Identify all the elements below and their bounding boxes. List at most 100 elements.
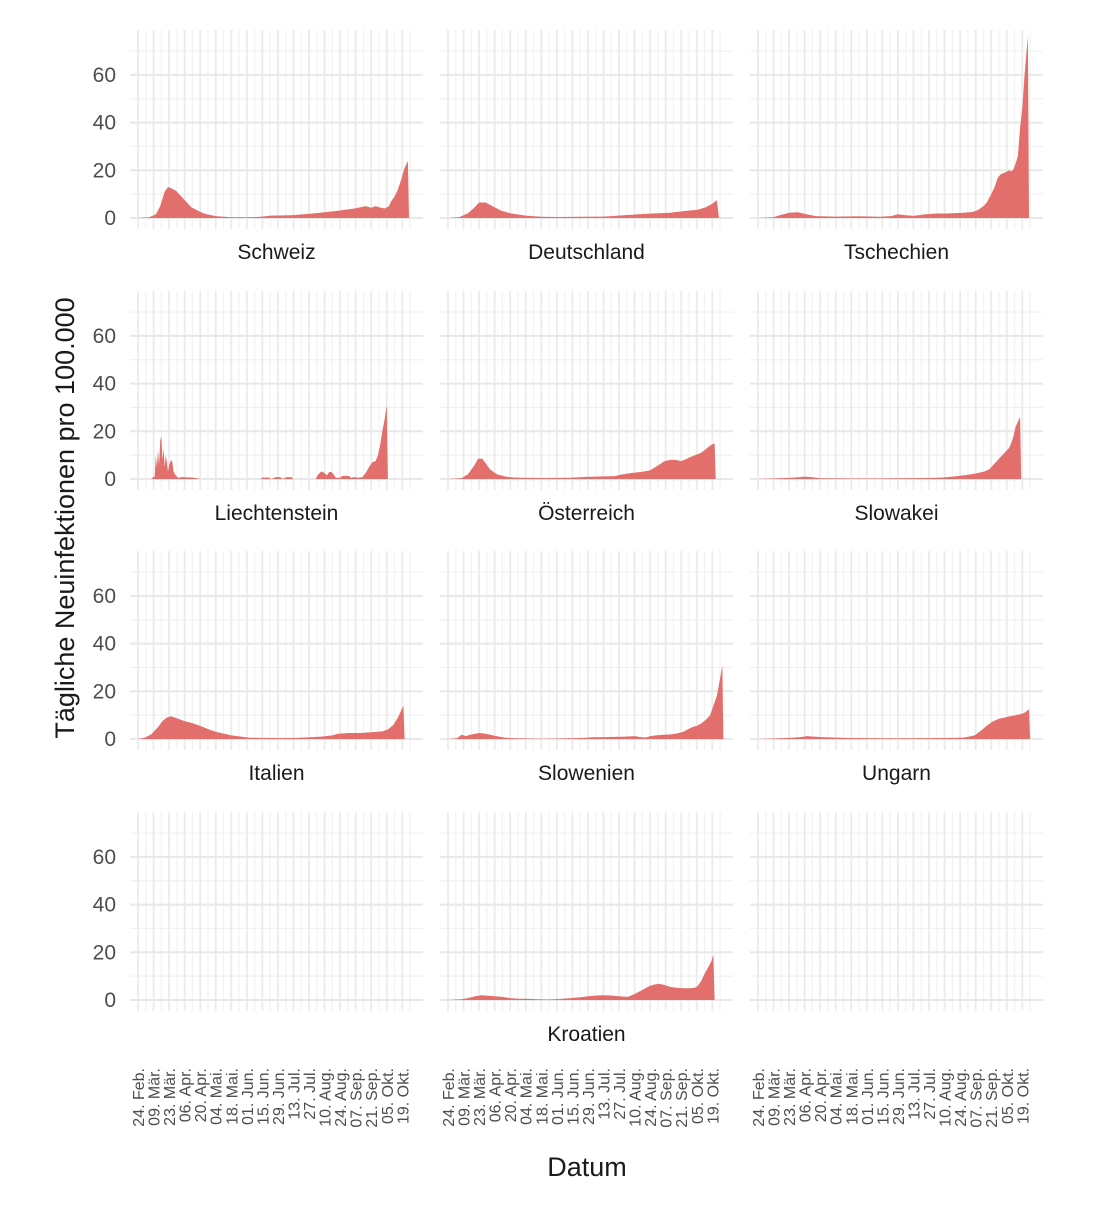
x-tick-label: 15. Jun. [565, 1068, 582, 1125]
x-tick-label: 18. Mai. [224, 1068, 241, 1125]
x-tick-label: 04. Mai. [519, 1068, 536, 1125]
x-tick-label: 07. Sep. [969, 1068, 986, 1128]
panel-ungarn: Ungarn [750, 551, 1043, 785]
y-tick-label: 60 [93, 64, 116, 87]
x-tick-label: 21. Sep. [364, 1068, 381, 1128]
x-tick-label: 09. Mär. [147, 1068, 164, 1126]
y-tick-label: 0 [104, 207, 116, 230]
y-axis-label: Tägliche Neuinfektionen pro 100.000 [50, 297, 80, 738]
x-tick-label: 21. Sep. [674, 1068, 691, 1128]
x-tick-label: 05. Okt. [690, 1068, 707, 1124]
panel-empty-11 [750, 812, 1043, 1011]
x-tick-label: 15. Jun. [255, 1068, 272, 1125]
x-tick-label: 18. Mai. [534, 1068, 551, 1125]
x-tick-label: 01. Jun. [240, 1068, 257, 1125]
x-tick-label: 23. Mär. [472, 1068, 489, 1126]
x-tick-label: 20. Apr. [193, 1068, 210, 1122]
x-tick-label: 07. Sep. [349, 1068, 366, 1128]
x-tick-label: 06. Apr. [488, 1068, 505, 1122]
x-tick-label: 04. Mai. [209, 1068, 226, 1125]
x-tick-label: 04. Mai. [829, 1068, 846, 1125]
panel-schweiz: Schweiz [130, 30, 423, 264]
x-tick-label: 13. Jul. [906, 1068, 923, 1120]
x-tick-label: 20. Apr. [503, 1068, 520, 1122]
y-tick-label: 40 [93, 894, 116, 917]
area-ungarn [758, 709, 1031, 739]
panel-liechtenstein: Liechtenstein [130, 291, 423, 525]
x-tick-label: 09. Mär. [767, 1068, 784, 1126]
area-schweiz [138, 160, 409, 218]
x-tick-label: 10. Aug. [318, 1068, 335, 1127]
y-tick-label: 0 [104, 728, 116, 751]
panel-tschechien: Tschechien [750, 30, 1043, 264]
x-tick-label: 29. Jun. [891, 1068, 908, 1125]
x-tick-label: 24. Feb. [131, 1068, 148, 1127]
x-tick-label: 27. Jul. [922, 1068, 939, 1120]
x-tick-label: 15. Jun. [875, 1068, 892, 1125]
x-tick-label: 24. Aug. [643, 1068, 660, 1127]
facet-label: Liechtenstein [215, 502, 339, 525]
area-slowakei [758, 417, 1022, 479]
x-tick-label: 24. Feb. [751, 1068, 768, 1127]
x-tick-label: 06. Apr. [178, 1068, 195, 1122]
facet-label: Ungarn [862, 762, 931, 785]
y-tick-label: 40 [93, 633, 116, 656]
x-tick-label: 19. Okt. [395, 1068, 412, 1124]
area-slowenien [448, 665, 724, 739]
area-kroatien [448, 954, 715, 1000]
x-tick-label: 23. Mär. [782, 1068, 799, 1126]
area-österreich [448, 443, 716, 479]
x-axes: 24. Feb.09. Mär.23. Mär.06. Apr.20. Apr.… [131, 1068, 1032, 1128]
x-tick-label: 09. Mär. [457, 1068, 474, 1126]
y-axes: 0 20 40 60 0 20 40 60 0 20 40 60 0 20 40 60 [93, 64, 116, 1012]
x-tick-label: 10. Aug. [938, 1068, 955, 1127]
facet-label: Österreich [538, 502, 635, 525]
panel-slowenien: Slowenien [440, 551, 733, 785]
area-deutschland [448, 200, 719, 218]
y-tick-label: 0 [104, 989, 116, 1012]
x-tick-label: 07. Sep. [659, 1068, 676, 1128]
facet-label: Slowenien [538, 762, 635, 785]
x-tick-label: 06. Apr. [798, 1068, 815, 1122]
facet-label: Italien [248, 762, 304, 785]
x-tick-label: 21. Sep. [984, 1068, 1001, 1128]
panel-empty-9 [130, 812, 423, 1011]
area-tschechien [758, 36, 1029, 218]
panels: Schweiz Deutschland Tschechien Liechtenstei… [130, 30, 1043, 1046]
y-tick-label: 60 [93, 846, 116, 869]
y-tick-label: 20 [93, 159, 116, 182]
facet-label: Slowakei [854, 502, 938, 525]
y-tick-label: 40 [93, 373, 116, 396]
x-tick-label: 01. Jun. [550, 1068, 567, 1125]
facet-label: Tschechien [844, 241, 949, 264]
panel-kroatien: Kroatien [440, 812, 733, 1046]
x-tick-label: 27. Jul. [612, 1068, 629, 1120]
x-tick-label: 01. Jun. [860, 1068, 877, 1125]
x-tick-label: 13. Jul. [286, 1068, 303, 1120]
x-tick-label: 05. Okt. [380, 1068, 397, 1124]
x-tick-label: 29. Jun. [581, 1068, 598, 1125]
y-tick-label: 20 [93, 941, 116, 964]
x-tick-label: 13. Jul. [596, 1068, 613, 1120]
x-tick-label: 10. Aug. [628, 1068, 645, 1127]
x-tick-label: 20. Apr. [813, 1068, 830, 1122]
y-tick-label: 20 [93, 420, 116, 443]
x-tick-label: 18. Mai. [844, 1068, 861, 1125]
y-tick-label: 60 [93, 325, 116, 348]
x-tick-label: 24. Aug. [953, 1068, 970, 1127]
y-tick-label: 40 [93, 112, 116, 135]
x-axis-label: Datum [547, 1152, 627, 1182]
area-italien [138, 705, 405, 739]
panel-slowakei: Slowakei [750, 291, 1043, 525]
x-tick-label: 23. Mär. [162, 1068, 179, 1126]
y-tick-label: 0 [104, 468, 116, 491]
area-liechtenstein [138, 405, 388, 479]
panel-deutschland: Deutschland [440, 30, 733, 264]
x-tick-label: 19. Okt. [1015, 1068, 1032, 1124]
facet-label: Kroatien [547, 1023, 625, 1046]
y-tick-label: 20 [93, 680, 116, 703]
x-tick-label: 24. Aug. [333, 1068, 350, 1127]
x-tick-label: 29. Jun. [271, 1068, 288, 1125]
